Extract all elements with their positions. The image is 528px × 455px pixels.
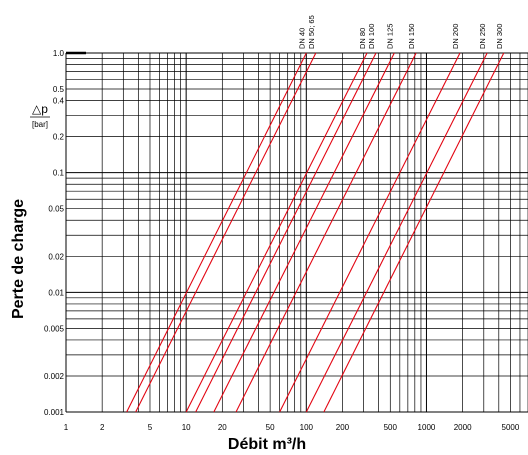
x-tick-label: 5000 (502, 423, 520, 432)
series-line-dn-150 (235, 52, 417, 413)
series-label: DN 100 (367, 24, 376, 49)
series-lines (126, 52, 505, 413)
x-tick-label: 1000 (418, 423, 436, 432)
y-tick-label: 0.2 (53, 133, 65, 142)
series-label: DN 40 (297, 28, 306, 49)
x-tick-labels: 1 2 5 10 20 50 100 200 500 1000 2000 5000 (64, 423, 520, 432)
x-tick-label: 500 (384, 423, 398, 432)
x-tick-label: 10 (182, 423, 191, 432)
x-tick-label: 50 (266, 423, 275, 432)
y-tick-label: 0.4 (53, 97, 65, 106)
y-tick-label: 0.001 (44, 408, 65, 417)
y-tick-label: 0.01 (48, 288, 64, 297)
series-line-dn-100 (195, 52, 377, 413)
y-tick-labels: 1.0 0.5 0.4 0.2 0.1 0.05 0.02 0.01 0.005 0.002 0.0… (44, 49, 65, 417)
chart-grid (65, 52, 528, 413)
series-label: DN 150 (407, 24, 416, 49)
y-tick-label: 0.002 (44, 372, 65, 381)
series-line-dn-40 (126, 52, 307, 413)
y-tick-label: 0.02 (48, 252, 64, 261)
series-label: DN 200 (451, 24, 460, 49)
series-label: DN 300 (495, 24, 504, 49)
series-line-dn-50-65 (135, 52, 317, 413)
x-tick-label: 2 (100, 423, 105, 432)
x-tick-label: 20 (218, 423, 227, 432)
series-line-dn-200 (279, 52, 461, 413)
y-axis-symbol: △p (32, 102, 48, 116)
series-label: DN 80 (358, 28, 367, 49)
y-tick-label: 1.0 (53, 49, 65, 58)
series-label: DN 50; 65 (307, 15, 316, 49)
series-label: DN 250 (478, 24, 487, 49)
x-tick-label: 200 (336, 423, 350, 432)
series-line-dn-80 (185, 52, 368, 413)
x-axis-title: Débit m³/h (228, 436, 306, 453)
series-label: DN 125 (385, 24, 394, 49)
y-tick-label: 0.5 (53, 85, 65, 94)
series-labels: DN 40 DN 50; 65 DN 80 DN 100 DN 125 DN 150 DN … (297, 15, 503, 49)
y-axis-title: Perte de charge (10, 199, 27, 319)
series-line-dn-250 (305, 52, 488, 413)
y-tick-label: 0.1 (53, 169, 65, 178)
series-line-dn-125 (213, 52, 395, 413)
x-tick-label: 5 (148, 423, 153, 432)
x-tick-label: 100 (300, 423, 314, 432)
series-line-dn-300 (323, 52, 505, 413)
x-tick-label: 2000 (454, 423, 472, 432)
y-tick-label: 0.005 (44, 324, 65, 333)
x-tick-label: 1 (64, 423, 69, 432)
y-tick-label: 0.05 (48, 205, 64, 214)
y-axis-unit: [bar] (32, 120, 48, 129)
